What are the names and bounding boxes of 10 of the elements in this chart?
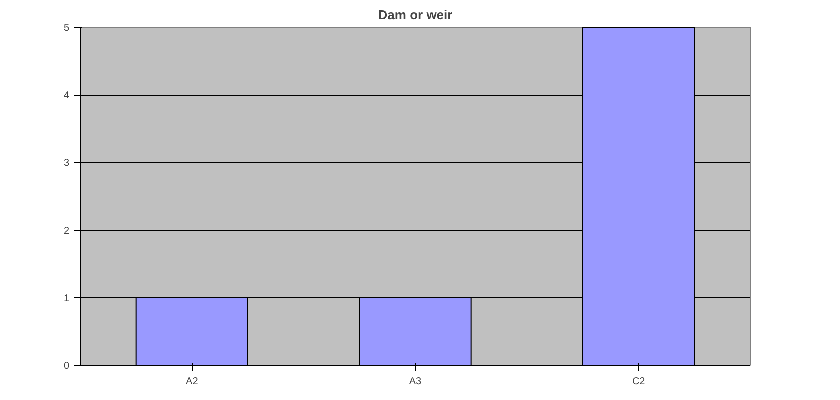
- x-tick-label: A2: [186, 376, 199, 388]
- y-tick-label: 2: [64, 226, 70, 237]
- y-tick-label: 4: [64, 90, 70, 102]
- x-tick-label: C2: [632, 376, 646, 388]
- y-tick-label: 0: [64, 361, 70, 372]
- y-tick-label: 3: [64, 158, 70, 170]
- x-tick-label: A3: [409, 376, 422, 388]
- y-tick-label: 5: [64, 23, 70, 34]
- y-tick-label: 1: [64, 293, 70, 304]
- chart-title: Dam or weir: [378, 8, 453, 22]
